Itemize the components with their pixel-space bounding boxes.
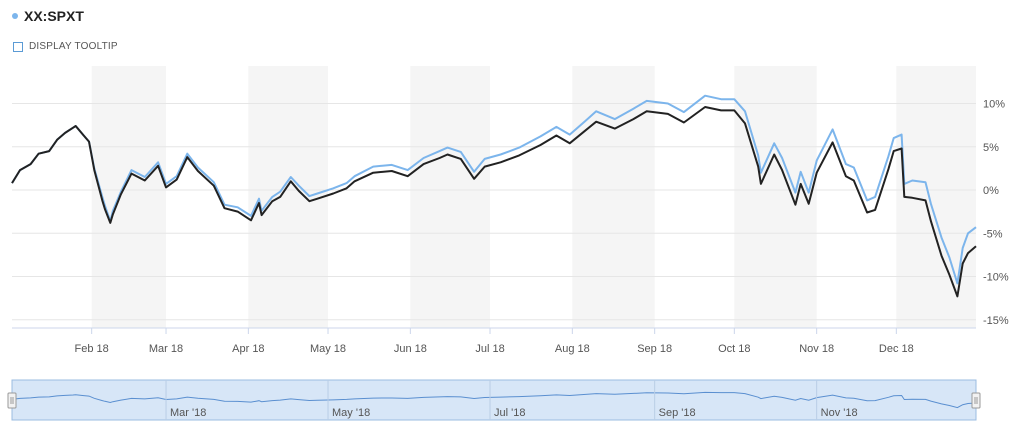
navigator: Mar '18 May '18 Jul '18 Sep '18 Nov '18 bbox=[7, 379, 981, 421]
series-lines bbox=[11, 94, 977, 298]
y-tick-label: 5% bbox=[983, 142, 999, 154]
navigator-tick-label: Nov '18 bbox=[821, 407, 858, 419]
navigator-tick-label: May '18 bbox=[332, 407, 370, 419]
month-bands bbox=[91, 66, 976, 328]
x-tick-label: Mar 18 bbox=[149, 343, 183, 355]
display-tooltip-toggle[interactable]: DISPLAY TOOLTIP bbox=[13, 41, 118, 52]
x-tick-label: Dec 18 bbox=[879, 343, 914, 355]
legend-series-label[interactable]: XX:SPXT bbox=[24, 8, 84, 24]
y-tick-label: 0% bbox=[983, 185, 999, 197]
grid-lines bbox=[12, 103, 976, 321]
display-tooltip-label: DISPLAY TOOLTIP bbox=[29, 41, 118, 52]
x-tick-label: Jun 18 bbox=[394, 343, 427, 355]
month-band bbox=[410, 66, 491, 328]
x-tick-label: Oct 18 bbox=[718, 343, 750, 355]
navigator-left-handle[interactable] bbox=[7, 392, 17, 409]
series-line-dark bbox=[11, 106, 977, 298]
navigator-tick-label: Sep '18 bbox=[659, 407, 696, 419]
navigator-right-handle[interactable] bbox=[971, 392, 981, 409]
legend[interactable]: XX:SPXT bbox=[12, 8, 84, 24]
x-tick-label: Jul 18 bbox=[475, 343, 504, 355]
x-tick-label: Apr 18 bbox=[232, 343, 264, 355]
display-tooltip-checkbox[interactable] bbox=[13, 41, 23, 52]
x-axis-ticks: Feb 18 Mar 18 Apr 18 May 18 Jun 18 Jul 18 Aug … bbox=[12, 327, 976, 355]
y-tick-label: -15% bbox=[983, 315, 1009, 327]
month-band bbox=[91, 66, 167, 328]
month-band bbox=[248, 66, 329, 328]
x-tick-label: May 18 bbox=[310, 343, 346, 355]
month-band bbox=[572, 66, 655, 328]
series-line-light bbox=[11, 94, 977, 285]
x-tick-label: Nov 18 bbox=[799, 343, 834, 355]
x-tick-label: Feb 18 bbox=[75, 343, 109, 355]
y-tick-label: -10% bbox=[983, 272, 1009, 284]
month-band bbox=[734, 66, 817, 328]
y-tick-label: -5% bbox=[983, 228, 1003, 240]
y-axis-ticks: 10% 5% 0% -5% -10% -15% bbox=[983, 99, 1009, 327]
legend-symbol bbox=[12, 13, 18, 19]
navigator-tick-label: Mar '18 bbox=[170, 407, 206, 419]
navigator-tick-label: Jul '18 bbox=[494, 407, 525, 419]
navigator-line bbox=[11, 391, 977, 409]
y-tick-label: 10% bbox=[983, 99, 1005, 111]
x-tick-label: Aug 18 bbox=[555, 343, 590, 355]
x-tick-label: Sep 18 bbox=[637, 343, 672, 355]
